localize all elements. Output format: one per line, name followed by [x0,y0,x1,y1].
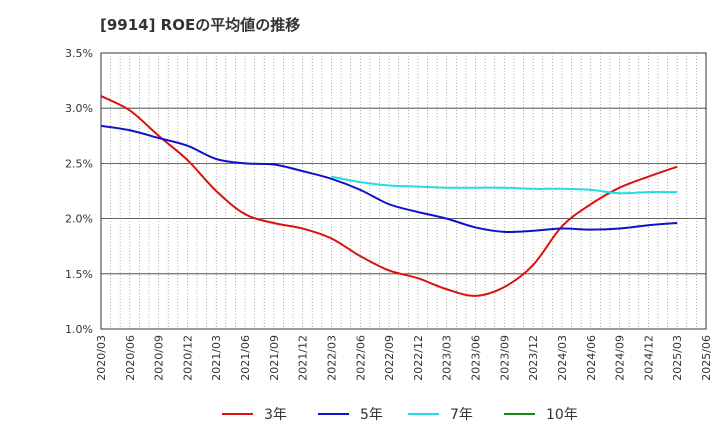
x-tick-label: 2021/12 [297,335,310,381]
legend: 3年 5年 7年 10年 [222,407,578,423]
x-tick-label: 2021/09 [268,335,281,381]
y-axis-ticks: 1.0% 1.5% 2.0% 2.5% 3.0% 3.5% [65,47,93,336]
legend-label: 10年 [546,407,578,423]
series-line-0 [100,95,678,297]
x-tick-label: 2025/06 [700,335,713,381]
y-tick-label: 2.0% [65,213,93,226]
y-tick-label: 2.5% [65,157,93,170]
series-line-2 [331,175,678,195]
x-tick-label: 2020/12 [181,335,194,381]
x-tick-label: 2023/03 [441,335,454,381]
x-tick-label: 2022/09 [383,335,396,381]
legend-label: 7年 [450,407,473,423]
grid [101,53,706,329]
x-tick-label: 2024/12 [642,335,655,381]
x-tick-label: 2025/03 [671,335,684,381]
x-tick-label: 2024/03 [556,335,569,381]
x-tick-label: 2020/09 [153,335,166,381]
x-tick-label: 2021/06 [239,335,252,381]
x-tick-label: 2020/03 [95,335,108,381]
x-tick-label: 2022/12 [412,335,425,381]
x-tick-label: 2023/09 [498,335,511,381]
y-tick-label: 3.0% [65,102,93,115]
x-tick-label: 2024/06 [585,335,598,381]
x-tick-label: 2023/12 [527,335,540,381]
series-line-1 [100,124,678,233]
x-tick-label: 2022/06 [354,335,367,381]
x-tick-label: 2022/03 [325,335,338,381]
x-tick-label: 2023/06 [470,335,483,381]
plot-frame [100,52,707,330]
y-tick-label: 1.0% [65,323,93,336]
chart-title: [9914] ROEの平均値の推移 [100,16,301,34]
x-tick-label: 2020/06 [124,335,137,381]
legend-label: 3年 [264,407,287,423]
y-tick-label: 3.5% [65,47,93,60]
x-axis-ticks: 2020/03 2020/06 2020/09 2020/12 2021/03 2021/… [95,335,713,381]
y-tick-label: 1.5% [65,268,93,281]
x-tick-label: 2024/09 [614,335,627,381]
series-lines [100,95,678,297]
legend-label: 5年 [360,407,383,423]
x-tick-label: 2021/03 [210,335,223,381]
